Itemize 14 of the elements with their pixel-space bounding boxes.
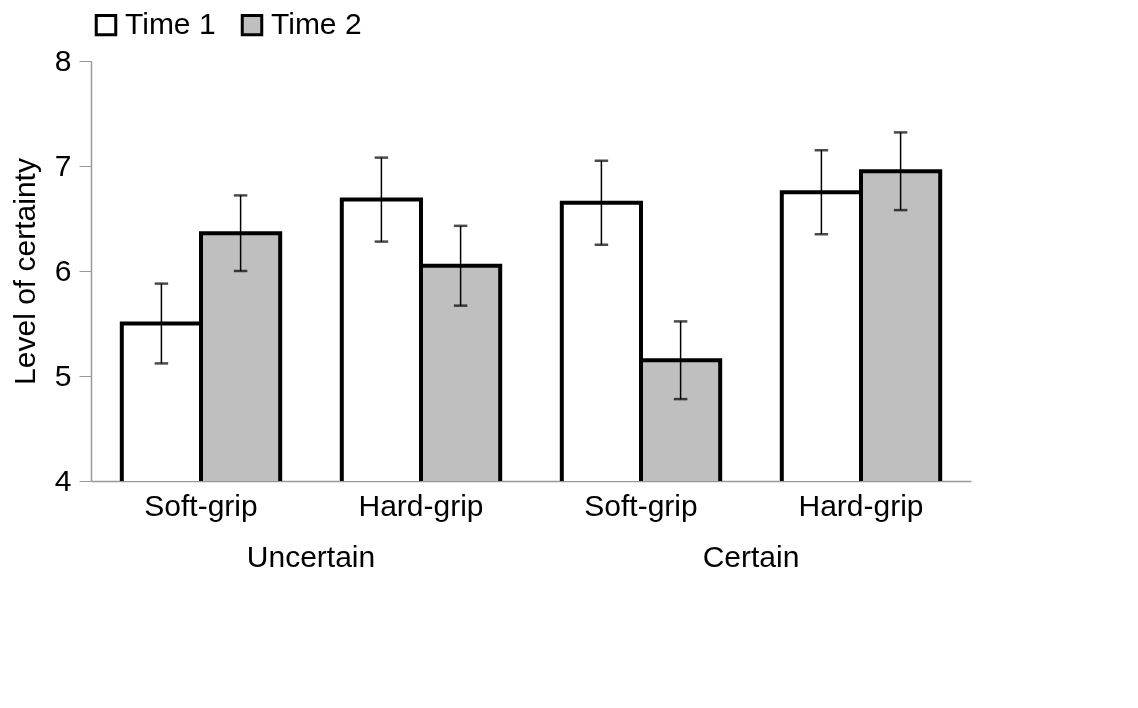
y-tick-label: 7 — [54, 148, 72, 182]
text: Uncertain — [246, 540, 376, 573]
legend-label: Time 1 — [125, 7, 216, 41]
y-axis-title: Level of certainty — [7, 158, 41, 385]
x-tick-label: Hard-grip — [358, 488, 484, 522]
y-tick-label: 8 — [54, 43, 72, 77]
x-tick-label: Soft-grip — [584, 488, 698, 522]
x-tick-label: Hard-grip — [798, 488, 924, 522]
y-tick-label: 4 — [54, 463, 72, 497]
y-tick-label: 5 — [54, 358, 72, 392]
legend-label: Time 2 — [271, 7, 362, 41]
x-tick-label: Soft-grip — [144, 488, 258, 522]
y-tick-label: 6 — [54, 253, 72, 287]
text: Certain — [702, 540, 800, 573]
